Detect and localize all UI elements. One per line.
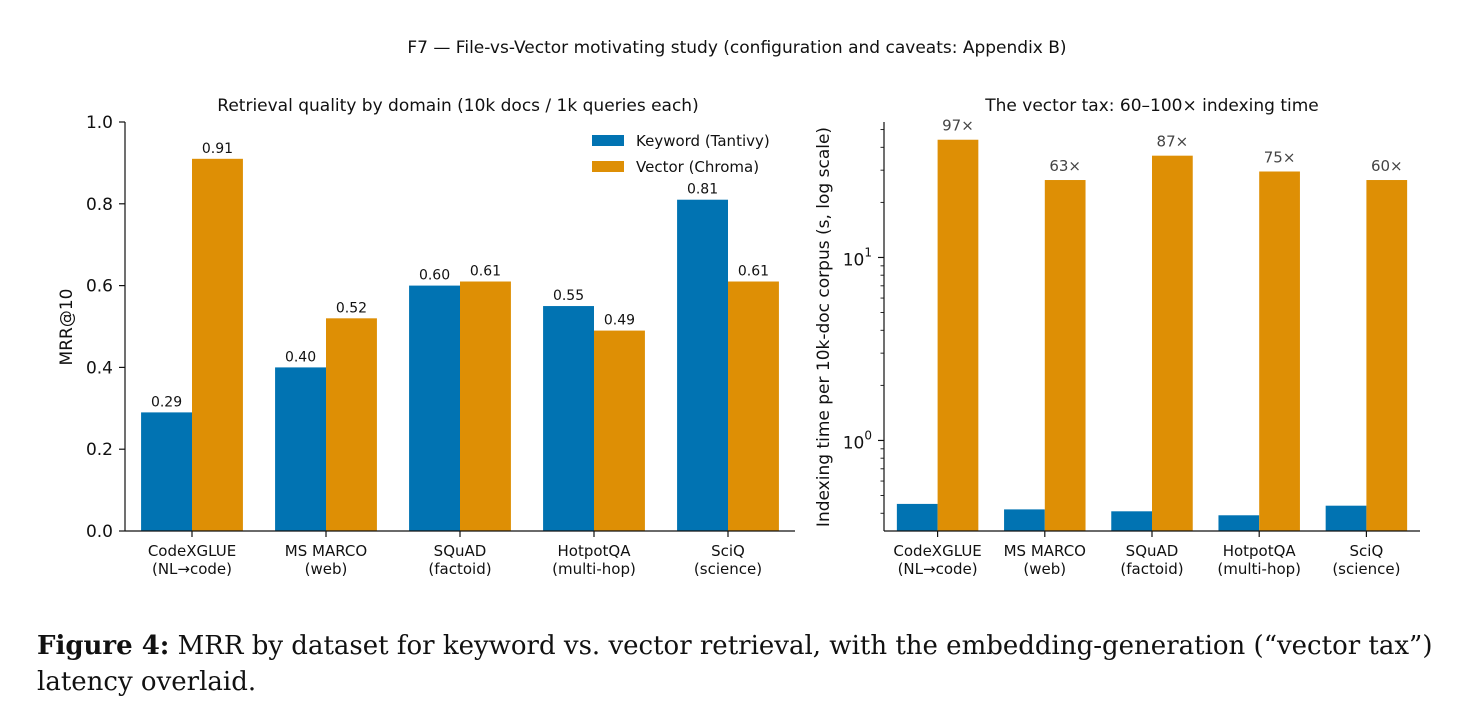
mrr-bar-vector-hotpotqa <box>594 330 645 531</box>
indexing-bar-vector-sciq <box>1366 180 1408 532</box>
legend-label-vector: Vector (Chroma) <box>636 158 759 176</box>
indexing-bar-keyword-ms-marco <box>1004 509 1045 531</box>
caption-label: Figure 4: <box>37 631 170 661</box>
mrr-bar-vector-squad <box>460 281 511 531</box>
indexing-y-tick-label: 101 <box>843 245 872 270</box>
mrr-y-tick-label: 0.4 <box>86 358 113 378</box>
indexing-y-axis-label: Indexing time per 10k-doc corpus (s, log… <box>814 127 834 527</box>
indexing-x-tick-label-squad: SQuAD (factoid) <box>1120 542 1183 578</box>
mrr-legend: Keyword (Tantivy) Vector (Chroma) <box>592 132 770 176</box>
mrr-y-axis-label: MRR@10 <box>57 289 77 366</box>
legend-label-keyword: Keyword (Tantivy) <box>636 132 770 150</box>
mrr-bar-label-vector-sciq: 0.61 <box>738 264 769 280</box>
mrr-x-tick-label-squad: SQuAD (factoid) <box>428 542 491 578</box>
legend-swatch-vector <box>592 161 624 172</box>
mrr-bar-label-vector-hotpotqa: 0.49 <box>604 313 635 329</box>
mrr-bar-keyword-codexglue <box>141 412 192 531</box>
indexing-x-tick-label-codexglue: CodeXGLUE (NL→code) <box>893 542 981 578</box>
mrr-bar-label-keyword-hotpotqa: 0.55 <box>553 288 584 304</box>
indexing-bar-keyword-sciq <box>1325 505 1367 531</box>
mrr-bar-vector-ms-marco <box>326 318 377 531</box>
indexing-chart-title: The vector tax: 60–100× indexing time <box>984 96 1318 116</box>
figure-caption: Figure 4: MRR by dataset for keyword vs.… <box>37 628 1457 700</box>
ratio-label-codexglue: 97× <box>942 117 974 135</box>
mrr-bar-label-keyword-squad: 0.60 <box>419 268 450 284</box>
mrr-bar-label-vector-squad: 0.61 <box>470 264 501 280</box>
mrr-bar-keyword-squad <box>409 285 460 531</box>
ratio-label-hotpotqa: 75× <box>1264 149 1296 167</box>
mrr-bar-keyword-hotpotqa <box>543 306 594 531</box>
mrr-chart: Retrieval quality by domain (10k docs / … <box>57 96 795 578</box>
indexing-x-tick-label-sciq: SciQ (science) <box>1332 542 1400 578</box>
mrr-bar-label-keyword-ms-marco: 0.40 <box>285 349 316 365</box>
mrr-bar-vector-sciq <box>728 281 779 531</box>
ratio-label-ms-marco: 63× <box>1049 157 1081 175</box>
mrr-x-tick-label-codexglue: CodeXGLUE (NL→code) <box>148 542 236 578</box>
indexing-time-chart: The vector tax: 60–100× indexing time In… <box>814 96 1420 578</box>
mrr-x-tick-label-sciq: SciQ (science) <box>694 542 762 578</box>
ratio-label-sciq: 60× <box>1371 157 1403 175</box>
indexing-x-tick-label-ms-marco: MS MARCO (web) <box>1004 542 1086 578</box>
ratio-label-squad: 87× <box>1157 133 1189 151</box>
figure-suptitle: F7 — File-vs-Vector motivating study (co… <box>407 38 1066 58</box>
mrr-bar-label-vector-codexglue: 0.91 <box>202 141 233 157</box>
mrr-y-tick-label: 0.8 <box>86 195 113 215</box>
mrr-bar-keyword-ms-marco <box>275 367 326 531</box>
caption-text: MRR by dataset for keyword vs. vector re… <box>37 631 1433 697</box>
indexing-bar-keyword-codexglue <box>896 503 938 531</box>
mrr-y-tick-label: 0.2 <box>86 440 113 460</box>
mrr-chart-title: Retrieval quality by domain (10k docs / … <box>217 96 698 116</box>
mrr-y-tick-label: 1.0 <box>86 113 113 133</box>
indexing-bar-keyword-hotpotqa <box>1218 515 1260 531</box>
mrr-x-tick-label-ms-marco: MS MARCO (web) <box>285 542 367 578</box>
indexing-bar-vector-squad <box>1152 155 1193 532</box>
mrr-y-tick-label: 0.6 <box>86 277 113 297</box>
legend-swatch-keyword <box>592 135 624 146</box>
mrr-bar-label-keyword-codexglue: 0.29 <box>151 394 182 410</box>
indexing-bar-vector-ms-marco <box>1044 180 1086 532</box>
mrr-bar-keyword-sciq <box>677 199 728 531</box>
mrr-bar-label-keyword-sciq: 0.81 <box>687 182 718 198</box>
mrr-x-tick-label-hotpotqa: HotpotQA (multi-hop) <box>552 542 636 578</box>
mrr-bar-label-vector-ms-marco: 0.52 <box>336 300 367 316</box>
figure: F7 — File-vs-Vector motivating study (co… <box>57 38 1420 578</box>
indexing-bar-keyword-squad <box>1111 511 1152 531</box>
mrr-y-tick-label: 0.0 <box>86 522 113 542</box>
indexing-y-tick-label: 100 <box>843 428 872 453</box>
indexing-bar-vector-hotpotqa <box>1259 171 1300 531</box>
mrr-bar-vector-codexglue <box>192 158 243 531</box>
indexing-bar-vector-codexglue <box>937 139 979 531</box>
indexing-x-tick-label-hotpotqa: HotpotQA (multi-hop) <box>1217 542 1301 578</box>
